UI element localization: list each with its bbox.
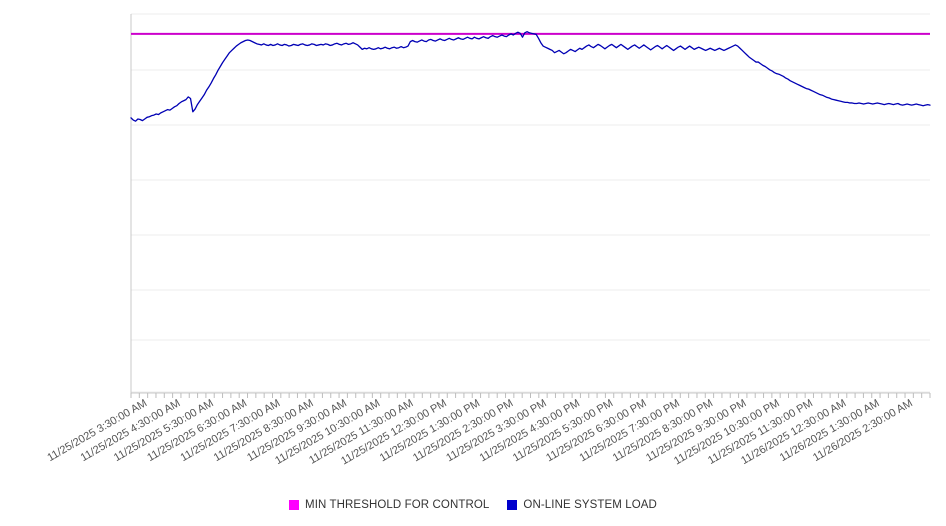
chart-legend: MIN THRESHOLD FOR CONTROL ON-LINE SYSTEM… (0, 494, 946, 516)
series-on-line-system-load (130, 31, 931, 122)
legend-label-min-threshold: MIN THRESHOLD FOR CONTROL (305, 499, 490, 511)
legend-entry-system-load[interactable]: ON-LINE SYSTEM LOAD (507, 499, 657, 511)
legend-swatch-blue (507, 500, 518, 510)
legend-label-system-load: ON-LINE SYSTEM LOAD (523, 499, 657, 511)
plot-background (131, 14, 930, 393)
x-axis-minor-ticks (130, 393, 931, 398)
gridlines (131, 13, 930, 393)
legend-swatch-magenta (289, 500, 300, 510)
legend-entry-min-threshold[interactable]: MIN THRESHOLD FOR CONTROL (289, 499, 489, 511)
